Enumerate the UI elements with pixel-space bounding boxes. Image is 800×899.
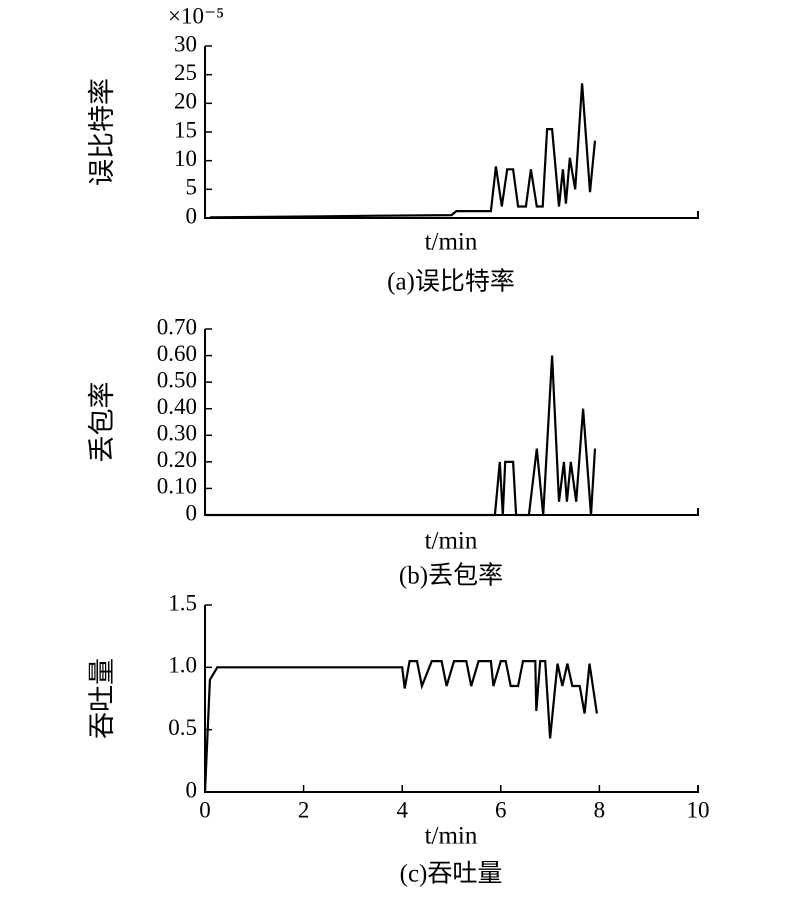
data-line <box>203 660 598 793</box>
axis-line <box>204 329 699 516</box>
x-axis-label: t/min <box>425 528 478 555</box>
y-axis-label: 丢包率 <box>87 382 117 463</box>
x-tick-label: 2 <box>298 797 310 822</box>
y-tick-label: 10 <box>174 146 197 171</box>
x-tick-label: 10 <box>687 797 710 822</box>
y-tick-label: 0.5 <box>168 715 197 740</box>
y-tick-label: 0.60 <box>157 341 197 366</box>
y-tick-label: 0.20 <box>157 447 197 472</box>
x-axis-label: t/min <box>425 229 478 256</box>
axis-line <box>204 46 699 219</box>
y-tick-label: 1.5 <box>168 590 197 615</box>
x-tick-label: 6 <box>495 797 507 822</box>
data-line <box>209 83 597 219</box>
chart-caption: (b)丢包率 <box>399 562 503 590</box>
y-tick-label: 0.40 <box>157 394 197 419</box>
y-tick-label: 20 <box>174 89 197 114</box>
y-tick-label: 0 <box>186 203 198 228</box>
y-tick-label: 1.0 <box>168 653 197 678</box>
chart-caption: (a)误比特率 <box>387 268 515 296</box>
y-tick-label: 0.10 <box>157 474 197 499</box>
y-tick-label: 0 <box>186 777 198 802</box>
chart-caption: (c)吞吐量 <box>400 860 503 888</box>
y-axis-label: 误比特率 <box>87 78 117 186</box>
y-tick-label: 0.30 <box>157 421 197 446</box>
y-tick-label: 5 <box>186 175 198 200</box>
x-tick-label: 8 <box>594 797 606 822</box>
y-tick-label: 0.70 <box>157 314 197 339</box>
data-line <box>205 355 597 517</box>
y-tick-label: 30 <box>174 31 197 56</box>
x-tick-label: 0 <box>199 797 211 822</box>
y-tick-label: 15 <box>174 117 197 142</box>
y-tick-label: 0.50 <box>157 367 197 392</box>
x-axis-label: t/min <box>425 823 478 850</box>
y-tick-label: 25 <box>174 60 197 85</box>
x-tick-label: 4 <box>396 797 408 822</box>
y-axis-label: 吞吐量 <box>87 658 117 739</box>
axis-line <box>204 605 699 793</box>
y-tick-label: 0 <box>186 500 198 525</box>
y-multiplier: ×10⁻⁵ <box>168 3 224 28</box>
